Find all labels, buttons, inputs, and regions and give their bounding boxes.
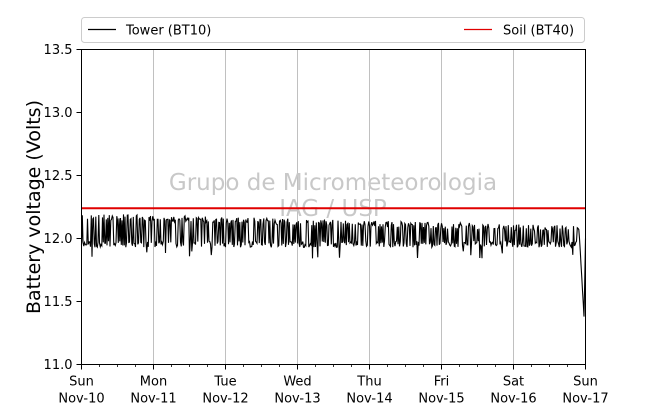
x-tick-label-date: Nov-16 <box>490 392 536 407</box>
y-tick-label: 13.5 <box>44 43 73 58</box>
x-tick-label-day: Wed <box>283 375 311 390</box>
y-tick-label: 13.0 <box>44 106 73 121</box>
x-tick-label-day: Mon <box>140 375 167 390</box>
legend-label-soil: Soil (BT40) <box>503 24 574 39</box>
y-tick-label: 11.0 <box>44 358 73 373</box>
x-tick-label-date: Nov-13 <box>274 392 320 407</box>
x-tick-label-date: Nov-11 <box>130 392 176 407</box>
y-tick-label: 12.5 <box>44 169 73 184</box>
x-tick-label-date: Nov-14 <box>346 392 392 407</box>
x-axis: Sun Nov-10 Mon Nov-11 Tue Nov-12 Wed Nov-13 Thu N… <box>58 364 609 407</box>
y-tick-label: 12.0 <box>44 232 73 247</box>
y-axis: 11.0 11.5 12.0 12.5 13.0 13.5 <box>44 43 82 373</box>
watermark-line-1: Grupo de Micrometeorologia <box>169 170 497 196</box>
chart-grid <box>153 49 514 365</box>
x-tick-label-day: Fri <box>434 375 450 390</box>
x-tick-label-date: Nov-17 <box>562 392 608 407</box>
legend-box <box>81 17 585 43</box>
x-tick-label-date: Nov-15 <box>418 392 464 407</box>
x-tick-label-date: Nov-10 <box>58 392 104 407</box>
x-tick-label-day: Tue <box>213 375 236 390</box>
legend: Tower (BT10) Soil (BT40) <box>81 17 585 43</box>
x-tick-label-date: Nov-12 <box>202 392 248 407</box>
x-tick-label-day: Sun <box>573 375 598 390</box>
x-tick-label-day: Thu <box>356 375 381 390</box>
x-tick-label-day: Sat <box>503 375 524 390</box>
series-line-tower <box>80 213 587 317</box>
x-tick-label-day: Sun <box>69 375 94 390</box>
y-tick-label: 11.5 <box>44 295 73 310</box>
y-axis-label: Battery voltage (Volts) <box>23 100 45 314</box>
legend-label-tower: Tower (BT10) <box>125 24 211 39</box>
watermark: Grupo de Micrometeorologia IAG / USP <box>169 170 497 222</box>
chart-series <box>80 207 587 317</box>
